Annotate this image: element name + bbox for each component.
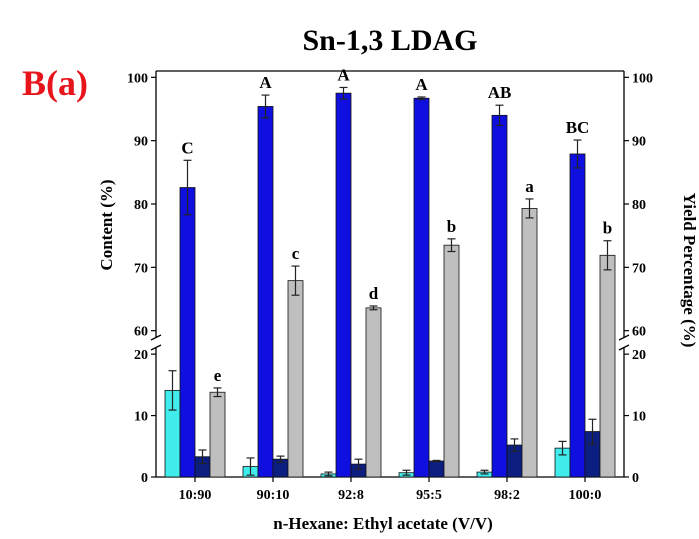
significance-label: A	[259, 73, 272, 92]
bar	[257, 106, 274, 478]
y-tick-label-right: 60	[632, 325, 646, 340]
significance-label: C	[181, 138, 193, 157]
chart-title: Sn-1,3 LDAG	[302, 24, 477, 57]
bar	[521, 208, 538, 478]
plot-area: 0 0 10 10 20 20 60 60 70 70 80 80 90 90 100 100 10:90 Ce 9…	[127, 65, 653, 503]
axis-break-mark	[150, 334, 162, 341]
bar	[599, 254, 616, 478]
bar	[491, 114, 508, 478]
y-axis-label-left: Content (%)	[97, 179, 116, 270]
y-tick-label-left: 0	[141, 471, 148, 486]
bar	[335, 92, 352, 478]
x-tick-label: 92:8	[338, 488, 364, 503]
significance-label: A	[415, 75, 428, 94]
significance-label: c	[292, 244, 300, 263]
x-tick-label: 90:10	[257, 488, 290, 503]
x-tick-label: 95:5	[416, 488, 442, 503]
bar	[209, 391, 226, 478]
x-tick-label: 98:2	[494, 488, 520, 503]
y-tick-label-left: 80	[134, 198, 148, 213]
y-tick-label-right: 90	[632, 135, 646, 150]
y-tick-label-right: 20	[632, 348, 646, 363]
y-tick-label-left: 60	[134, 325, 148, 340]
y-tick-label-right: 0	[632, 471, 639, 486]
bar	[443, 244, 460, 478]
bar	[179, 187, 196, 478]
y-tick-label-left: 10	[134, 410, 148, 425]
y-tick-label-left: 90	[134, 135, 148, 150]
x-tick-label: 10:90	[179, 488, 212, 503]
bar	[365, 307, 382, 478]
panel-label: B(a)	[22, 63, 88, 103]
axis-break-mark	[618, 344, 630, 351]
y-tick-label-left: 100	[127, 71, 148, 86]
significance-label: AB	[488, 83, 512, 102]
y-tick-label-left: 70	[134, 261, 148, 276]
y-tick-label-right: 10	[632, 410, 646, 425]
y-tick-label-left: 20	[134, 348, 148, 363]
significance-label: b	[603, 219, 612, 238]
y-tick-label-right: 80	[632, 198, 646, 213]
axis-break-mark	[150, 344, 162, 351]
axis-break-mark	[618, 334, 630, 341]
significance-label: e	[214, 366, 222, 385]
bar	[287, 280, 304, 478]
x-tick-label: 100:0	[569, 488, 602, 503]
y-tick-label-right: 70	[632, 261, 646, 276]
x-axis-label: n-Hexane: Ethyl acetate (V/V)	[273, 514, 493, 533]
significance-label: d	[369, 284, 379, 303]
y-axis-label-right: Yield Percentage (%)	[680, 193, 699, 348]
significance-label: a	[525, 177, 534, 196]
significance-label: A	[337, 65, 350, 84]
y-tick-label-right: 100	[632, 71, 653, 86]
significance-label: b	[447, 217, 456, 236]
significance-label: BC	[566, 118, 590, 137]
bar	[569, 153, 586, 478]
bar	[413, 97, 430, 478]
bar	[428, 460, 445, 478]
